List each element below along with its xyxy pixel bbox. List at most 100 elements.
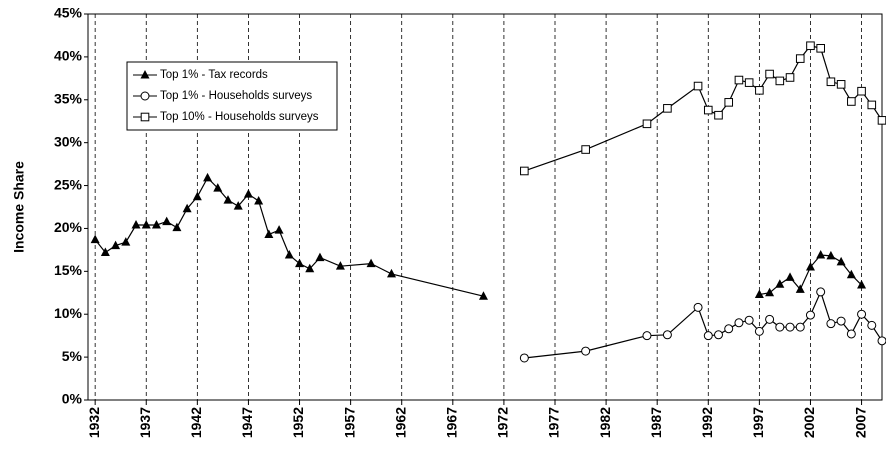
marker xyxy=(192,191,202,201)
marker xyxy=(284,250,294,259)
x-tick-label: 1932 xyxy=(86,407,102,438)
marker xyxy=(806,41,815,51)
x-tick-label: 1957 xyxy=(341,407,357,438)
marker xyxy=(765,69,774,79)
marker xyxy=(836,80,846,89)
marker xyxy=(846,329,856,339)
x-tick-label: 1992 xyxy=(699,407,715,438)
marker xyxy=(172,222,182,232)
marker xyxy=(775,76,785,86)
y-tick-label: 20% xyxy=(54,219,83,235)
marker xyxy=(121,237,131,246)
marker xyxy=(847,97,856,106)
marker xyxy=(775,279,785,288)
marker xyxy=(295,258,305,268)
marker xyxy=(744,315,754,325)
marker xyxy=(264,229,274,238)
marker xyxy=(826,319,836,329)
legend-label: Top 1% - Tax records xyxy=(160,69,268,81)
marker xyxy=(724,324,734,334)
marker xyxy=(795,54,805,63)
marker xyxy=(795,322,805,332)
marker xyxy=(663,104,672,113)
y-tick-label: 30% xyxy=(54,133,83,149)
marker xyxy=(836,316,846,326)
marker xyxy=(315,252,325,262)
x-tick-label: 2002 xyxy=(801,407,817,438)
series-line xyxy=(94,176,862,297)
marker xyxy=(243,189,253,198)
y-axis-label: Income Share xyxy=(11,161,27,253)
x-tick-label: 1987 xyxy=(648,407,664,438)
marker xyxy=(335,261,345,270)
marker xyxy=(141,220,151,229)
marker xyxy=(867,320,877,330)
marker xyxy=(203,172,213,182)
marker xyxy=(805,310,815,320)
x-tick-label: 2007 xyxy=(852,407,868,438)
marker xyxy=(714,110,723,120)
legend-box xyxy=(126,61,338,131)
x-tick-label: 1997 xyxy=(750,407,766,438)
marker xyxy=(857,86,866,96)
marker xyxy=(642,119,652,129)
legend-label: Top 1% - Households surveys xyxy=(160,90,312,102)
marker xyxy=(140,70,150,79)
marker xyxy=(775,322,785,332)
marker xyxy=(816,44,825,53)
marker xyxy=(305,263,315,273)
series-line xyxy=(524,45,883,172)
marker xyxy=(816,287,826,297)
marker xyxy=(100,247,110,256)
x-tick-label: 1967 xyxy=(444,407,460,438)
marker xyxy=(642,331,652,341)
marker xyxy=(519,353,529,363)
marker xyxy=(386,268,396,278)
marker xyxy=(846,269,856,279)
marker xyxy=(274,225,284,234)
marker xyxy=(867,100,877,110)
marker xyxy=(581,145,590,154)
marker xyxy=(877,336,886,346)
marker xyxy=(693,81,703,91)
marker xyxy=(785,322,795,332)
marker xyxy=(478,291,488,300)
marker xyxy=(724,98,734,107)
y-tick-label: 15% xyxy=(54,262,83,278)
marker xyxy=(233,201,243,210)
marker xyxy=(836,256,846,266)
x-tick-label: 1937 xyxy=(137,407,153,438)
y-tick-label: 40% xyxy=(54,48,83,64)
marker xyxy=(785,73,795,82)
x-tick-label: 1982 xyxy=(597,407,613,438)
marker xyxy=(140,91,150,101)
marker xyxy=(182,203,192,213)
marker xyxy=(826,250,836,260)
marker xyxy=(734,318,744,328)
y-tick-label: 45% xyxy=(54,5,83,21)
x-tick-label: 1947 xyxy=(239,407,255,438)
x-tick-label: 1977 xyxy=(546,407,562,438)
x-tick-label: 1942 xyxy=(188,407,204,438)
marker xyxy=(877,116,886,125)
marker xyxy=(857,280,867,289)
marker xyxy=(755,86,764,95)
marker xyxy=(213,183,223,192)
marker xyxy=(703,331,713,341)
marker xyxy=(816,250,826,259)
x-tick-label: 1952 xyxy=(290,407,306,438)
marker xyxy=(805,262,815,271)
plot-frame xyxy=(87,13,883,401)
marker xyxy=(131,220,141,229)
marker xyxy=(366,258,376,268)
marker xyxy=(734,75,744,85)
marker xyxy=(662,330,672,340)
y-tick-label: 0% xyxy=(62,391,83,407)
x-tick-label: 1972 xyxy=(495,407,511,438)
y-tick-label: 25% xyxy=(54,176,83,192)
marker xyxy=(744,78,754,87)
marker xyxy=(520,166,529,176)
marker xyxy=(754,289,764,298)
marker xyxy=(162,216,172,226)
